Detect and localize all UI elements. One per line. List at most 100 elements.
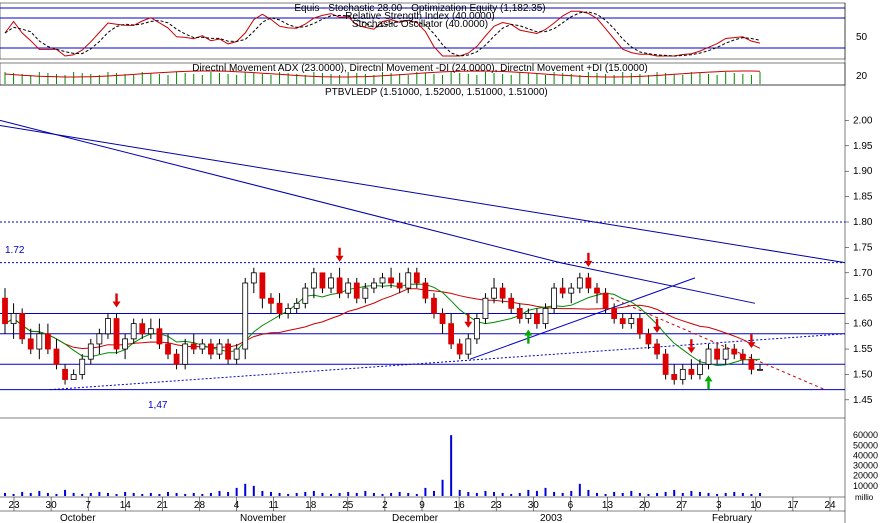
y-tick-label: 1.45	[853, 395, 873, 406]
candle-body	[585, 277, 592, 289]
y-tick-label: 1.80	[853, 217, 873, 228]
volume-tick-label: 50000	[853, 440, 878, 450]
candle-body	[576, 277, 583, 289]
sell-arrow	[687, 347, 696, 354]
candle-body	[122, 338, 129, 350]
candle-body	[422, 282, 429, 299]
candle-body	[722, 348, 729, 360]
candle-body	[739, 353, 746, 360]
x-day-label: 23	[8, 500, 20, 511]
candle-body	[182, 343, 189, 365]
candle-body	[671, 374, 678, 380]
stochastic-signal-line	[4, 11, 761, 57]
candle-body	[645, 333, 652, 345]
x-day-label: 23	[491, 500, 503, 511]
stochastic-title-2: Relative Strength Index (40.0000)	[345, 11, 495, 22]
price-y-axis: 2.00 1.95 1.90 1.85 1.80 1.75 1.70 1.65 1.60 1.55…	[845, 115, 873, 406]
candle-body	[2, 297, 8, 325]
y-tick-label: 1.55	[853, 344, 873, 355]
adx-panel: Directnl Movement ADX (23.0000), Directn…	[0, 62, 868, 86]
x-day-label: 28	[194, 500, 206, 511]
x-month-label: November	[240, 513, 287, 523]
candle-body	[233, 348, 240, 360]
x-day-label: 20	[639, 500, 651, 511]
candle-body	[611, 307, 618, 319]
adx-axis-label: 20	[856, 71, 868, 82]
x-month-label: October	[60, 513, 96, 523]
candle-body	[130, 323, 137, 340]
adx-title: Directnl Movement ADX (23.0000), Directn…	[192, 63, 647, 74]
x-day-label: 24	[824, 500, 836, 511]
candle-body	[662, 353, 669, 375]
sell-arrow-stem	[467, 313, 470, 322]
candlesticks	[2, 267, 763, 385]
candle-body	[473, 318, 480, 340]
x-day-label: 10	[750, 500, 762, 511]
candle-body	[293, 302, 300, 309]
trendline-support	[49, 333, 846, 391]
candle-body	[731, 348, 738, 355]
volume-tick-label: 30000	[853, 461, 878, 471]
annotation-172: 1.72	[5, 245, 25, 256]
candle-body	[602, 292, 609, 309]
candle-body	[525, 313, 532, 319]
candle-body	[216, 343, 223, 355]
candle-body	[353, 282, 360, 299]
candle-body	[636, 318, 643, 335]
x-day-label: 4	[234, 500, 240, 511]
x-day-label: 17	[787, 500, 799, 511]
x-day-label: 6	[568, 500, 574, 511]
candle-body	[491, 287, 497, 299]
sell-arrow-stem	[750, 334, 753, 343]
candle-body	[36, 333, 43, 350]
candle-body	[345, 282, 352, 294]
candle-body	[448, 323, 455, 345]
candle-body	[225, 343, 231, 360]
candle-body	[568, 287, 575, 294]
candle-body	[268, 297, 274, 304]
candle-body	[147, 328, 154, 335]
x-day-label: 30	[528, 500, 540, 511]
candle-body	[208, 343, 214, 355]
candle-body	[242, 282, 249, 350]
candle-body	[748, 358, 755, 370]
stochastic-panel: Equis - Stochastic 28.00 - Optimization …	[0, 2, 868, 60]
y-tick-label: 1.60	[853, 319, 873, 330]
candle-body	[534, 313, 540, 325]
candle-body	[276, 302, 283, 314]
candle-body	[413, 272, 420, 284]
x-day-label: 2	[382, 500, 388, 511]
volume-tick-label: 20000	[853, 471, 878, 481]
candle-body	[165, 343, 171, 355]
candle-body	[156, 328, 163, 345]
candle-body	[388, 277, 394, 284]
candle-body	[10, 313, 17, 325]
candle-body	[336, 277, 343, 294]
candle-body	[482, 297, 489, 319]
price-panel: PTBVLEDP (1.51000, 1.52000, 1.51000, 1.5…	[0, 3, 873, 523]
x-day-label: 21	[157, 500, 169, 511]
candle-body	[105, 318, 111, 335]
candle-body	[431, 297, 437, 314]
stochastic-axis-label: 50	[856, 32, 868, 43]
stochastic-title-3: Stochastic Oscillator (40.0000)	[352, 19, 488, 30]
annotation-147: 1,47	[148, 400, 168, 411]
candle-body	[688, 368, 695, 375]
trendline-up	[469, 277, 696, 360]
volume-tick-label: 60000	[853, 430, 878, 440]
x-axis: 23 30 7 14 21 28 4 11 18 25 2 9 16 23 30 6 13 20 27 3 10 17 24…	[0, 496, 845, 523]
candle-body	[499, 287, 506, 299]
sell-arrow	[112, 301, 121, 308]
candle-body	[396, 282, 403, 289]
x-day-label: 11	[268, 500, 279, 511]
candle-body	[456, 343, 463, 355]
x-day-label: 7	[85, 500, 91, 511]
x-day-label: 3	[716, 500, 722, 511]
stochastic-oscillator-line	[4, 10, 761, 57]
x-day-label: 18	[305, 500, 317, 511]
buy-arrow-stem	[527, 335, 530, 344]
candle-body	[173, 353, 180, 365]
